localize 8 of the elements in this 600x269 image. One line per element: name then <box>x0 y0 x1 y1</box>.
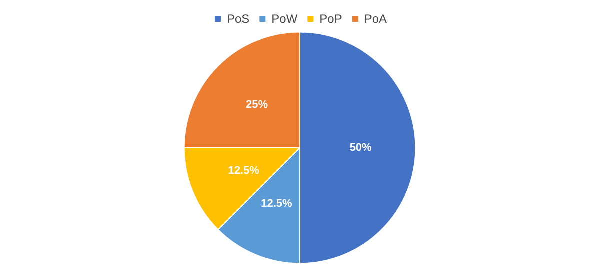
data-label: 12.5% <box>228 165 260 178</box>
data-label: 25% <box>246 98 268 111</box>
legend-label: PoW <box>272 12 298 26</box>
legend-label: PoS <box>226 12 250 26</box>
data-label: 50% <box>350 142 372 154</box>
legend-label: PoA <box>364 12 388 26</box>
data-label: 12.5% <box>261 198 293 210</box>
legend-label: PoP <box>320 12 342 26</box>
